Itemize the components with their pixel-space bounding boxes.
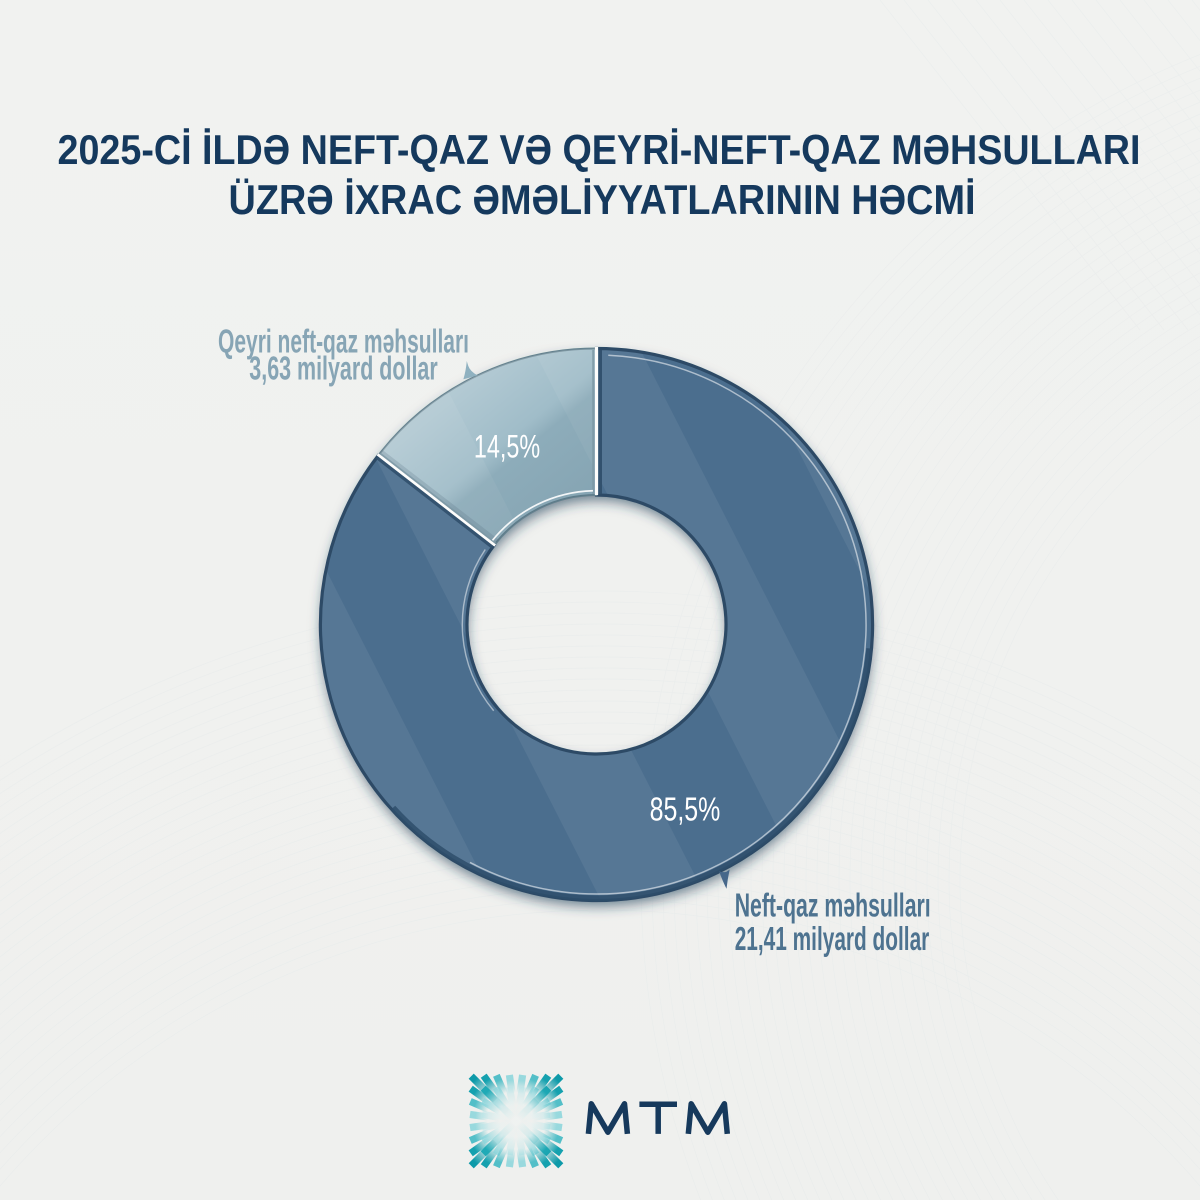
svg-text:Qeyri neft-qaz məhsulları: Qeyri neft-qaz məhsulları	[218, 322, 469, 359]
svg-text:2025-Cİ İLDƏ NEFT-QAZ VƏ QEYRİ: 2025-Cİ İLDƏ NEFT-QAZ VƏ QEYRİ-NEFT-QAZ …	[58, 126, 1141, 173]
svg-text:85,5%: 85,5%	[650, 791, 721, 828]
svg-text:21,41 milyard dollar: 21,41 milyard dollar	[735, 920, 930, 957]
svg-text:Neft-qaz məhsulları: Neft-qaz məhsulları	[735, 887, 931, 924]
svg-text:3,63 milyard dollar: 3,63 milyard dollar	[249, 350, 437, 387]
svg-text:ÜZRƏ İXRAC ƏMƏLİYYATLARININ HƏ: ÜZRƏ İXRAC ƏMƏLİYYATLARININ HƏCMİ	[229, 176, 976, 223]
svg-text:14,5%: 14,5%	[474, 429, 540, 465]
